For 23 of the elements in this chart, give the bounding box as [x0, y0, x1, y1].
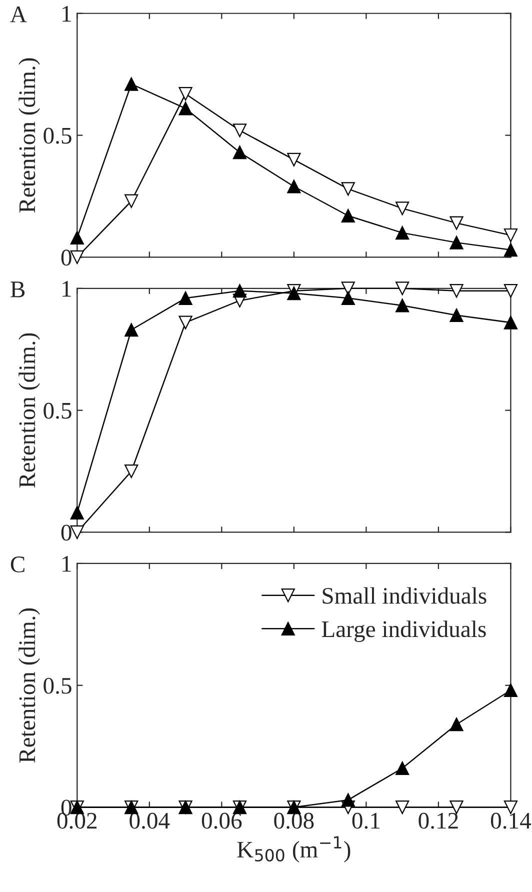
y-axis-title: Retention (dim.): [18, 333, 40, 488]
y-tick-label: 0: [61, 524, 72, 541]
chart-title: A: [10, 6, 27, 22]
y-axis-title: Retention (dim.): [18, 58, 40, 213]
chart-title: B: [10, 282, 25, 298]
chart-title: C: [10, 556, 24, 572]
y-tick-label: 1: [62, 6, 71, 22]
y-tick-label: 0: [61, 250, 72, 266]
legend-label: Small individuals: [322, 587, 486, 604]
x-tick-label: 0.04: [130, 812, 170, 829]
y-tick-label: 0.5: [44, 402, 72, 419]
x-tick-label: 0.14: [490, 812, 532, 829]
x-tick-label: 0.06: [202, 812, 242, 829]
x-axis-title: K$_{500}$ (m$^{−1}$): [237, 836, 350, 862]
y-axis-title: Retention (dim.): [18, 608, 40, 763]
y-tick-label: 1: [62, 281, 71, 297]
x-tick-label: 0.1: [352, 812, 380, 829]
y-tick-label: 1: [62, 556, 71, 572]
x-tick-label: 0.12: [418, 812, 458, 829]
y-tick-label: 0.5: [44, 678, 72, 694]
legend-label: Large individuals: [322, 620, 486, 642]
x-tick-label: 0.08: [274, 812, 314, 829]
y-tick-label: 0.5: [44, 128, 72, 144]
